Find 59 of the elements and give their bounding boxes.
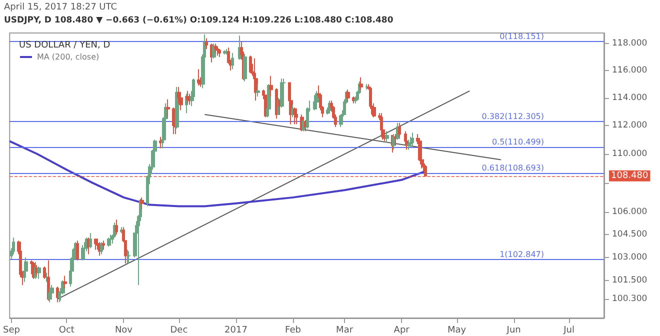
candlestick bbox=[385, 130, 389, 144]
candlestick bbox=[216, 46, 219, 56]
candlestick bbox=[256, 84, 260, 97]
candlestick bbox=[127, 250, 131, 264]
y-tick-label: 118.000 bbox=[612, 38, 648, 49]
y-tick-label: 104.500 bbox=[612, 230, 648, 240]
text: US DOLLAR / YEN, D bbox=[19, 40, 110, 50]
x-tick-label: Sep bbox=[2, 326, 20, 336]
x-tick-label: Feb bbox=[285, 326, 302, 336]
ref-line-label: 0.382(112.305) bbox=[482, 112, 544, 121]
candlestick bbox=[115, 219, 118, 236]
candlestick bbox=[269, 75, 273, 97]
y-tick-label: 110.000 bbox=[612, 148, 648, 159]
x-tick-label: Nov bbox=[114, 326, 134, 336]
candlestick bbox=[37, 266, 41, 280]
x-tick-label: Jul bbox=[562, 326, 574, 336]
candlestick bbox=[12, 237, 15, 255]
x-tick-label: Oct bbox=[58, 326, 75, 336]
text: April 15, 2017 18:27 UTC bbox=[4, 2, 118, 12]
candlestick bbox=[205, 38, 208, 50]
candlestick bbox=[102, 240, 105, 250]
candlestick bbox=[352, 96, 355, 104]
candlestick bbox=[172, 107, 175, 135]
candlestick bbox=[63, 275, 67, 289]
candlestick bbox=[365, 84, 368, 90]
x-tick-label: May bbox=[447, 326, 467, 336]
x-tick-label: 2017 bbox=[224, 326, 248, 336]
ref-line-label: 108.480 bbox=[611, 170, 648, 181]
candlestick bbox=[45, 272, 48, 282]
ref-line-label: 1(102.847) bbox=[500, 250, 544, 260]
ref-line-label: 0.618(108.693) bbox=[482, 163, 544, 172]
candlestick bbox=[249, 55, 252, 74]
candlestick bbox=[30, 260, 33, 275]
y-tick-label: 100.300 bbox=[612, 294, 648, 304]
text: USDJPY, D 108.480 ▼ −0.663 (−0.61%) O:109.124 H:109.226 L:108.480 C:108.480 bbox=[4, 16, 394, 26]
candlestick bbox=[407, 139, 411, 150]
x-tick-label: Dec bbox=[170, 326, 188, 336]
candlestick bbox=[166, 98, 170, 118]
legend-label: MA (200, close) bbox=[37, 52, 100, 62]
y-tick-label: 103.000 bbox=[612, 252, 648, 262]
line-series bbox=[8, 140, 427, 208]
candlestick bbox=[238, 35, 241, 60]
y-tick-label: 116.000 bbox=[612, 65, 648, 76]
y-tick-label: 114.000 bbox=[612, 92, 648, 103]
x-tick-label: Mar bbox=[336, 326, 354, 336]
candlestick bbox=[159, 136, 162, 149]
x-tick-label: Jun bbox=[506, 326, 521, 336]
candlestick bbox=[293, 107, 297, 125]
x-tick-label: Apr bbox=[394, 326, 410, 336]
ref-line-label: 0(118.151) bbox=[500, 32, 544, 42]
candlestick bbox=[56, 286, 59, 303]
candlestick bbox=[218, 48, 221, 58]
y-tick-label: 106.000 bbox=[612, 207, 648, 218]
y-tick-label: 101.500 bbox=[612, 275, 648, 286]
candlestick bbox=[313, 94, 317, 111]
candlestick bbox=[231, 52, 234, 70]
ref-line-label: 0.5(110.499) bbox=[492, 137, 544, 146]
y-tick-label: 112.000 bbox=[612, 120, 648, 131]
candlestick bbox=[346, 89, 350, 102]
